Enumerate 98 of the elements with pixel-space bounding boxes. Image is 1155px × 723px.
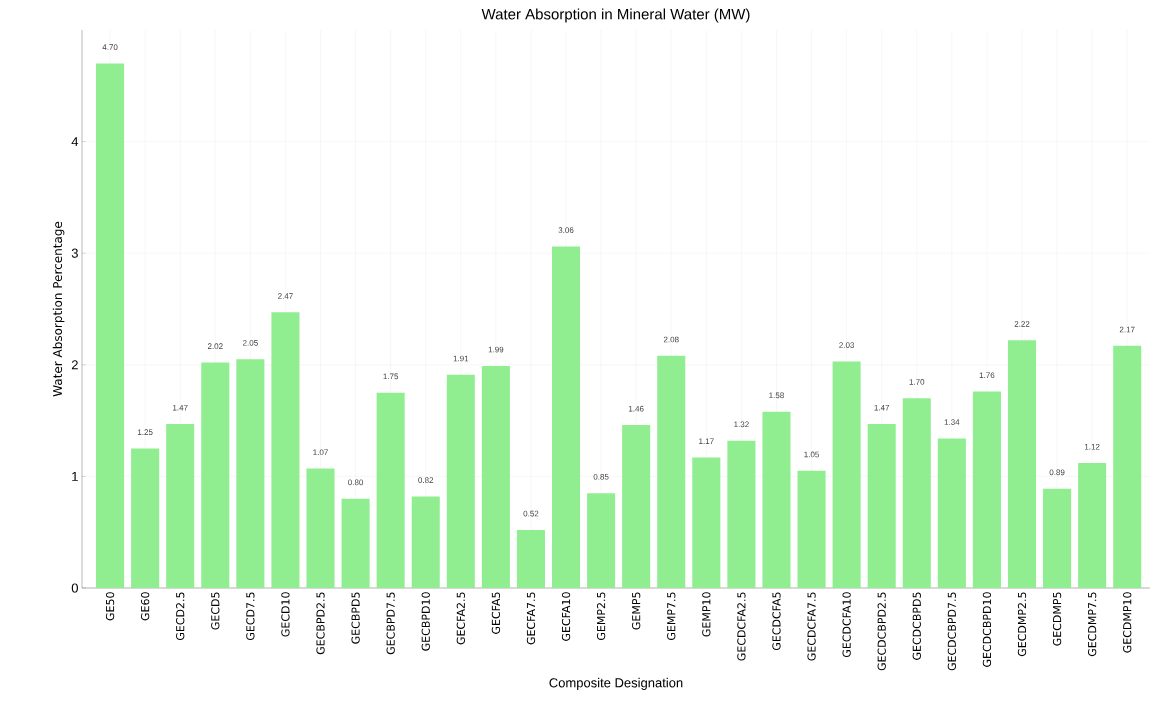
x-tick-label: GECBPD2.5 bbox=[316, 592, 325, 655]
x-tick-label: GE50 bbox=[105, 592, 115, 621]
bar bbox=[902, 398, 931, 588]
bar bbox=[1113, 345, 1142, 588]
x-tick-label: GEMP7.5 bbox=[667, 592, 676, 641]
data-label: 2.17 bbox=[1119, 326, 1135, 333]
x-tick-label: GECDCBPD10 bbox=[982, 592, 992, 667]
data-label: 1.07 bbox=[313, 449, 328, 456]
bar bbox=[376, 392, 405, 588]
bar bbox=[797, 470, 826, 588]
data-label: 1.91 bbox=[453, 355, 469, 362]
x-tick-label: GECD2.5 bbox=[176, 592, 185, 641]
x-tick-label: GECD7.5 bbox=[246, 592, 255, 641]
data-label: 1.58 bbox=[769, 392, 784, 399]
bar bbox=[166, 423, 195, 588]
data-label: 2.22 bbox=[1014, 321, 1030, 327]
x-tick-label: GECDMP7.5 bbox=[1087, 592, 1097, 657]
data-label: 1.75 bbox=[383, 373, 399, 380]
bar bbox=[622, 425, 651, 588]
y-tick-label: 1 bbox=[72, 471, 78, 481]
data-label: 1.17 bbox=[699, 438, 714, 444]
bar bbox=[1043, 488, 1072, 588]
data-label: 0.52 bbox=[523, 510, 539, 517]
bar bbox=[271, 312, 300, 588]
bar bbox=[552, 246, 581, 588]
data-label: 2.08 bbox=[663, 336, 679, 343]
x-tick-label: GECBPD7.5 bbox=[386, 592, 395, 655]
x-tick-label: GECDMP10 bbox=[1123, 592, 1132, 653]
x-tick-label: GECBPD10 bbox=[421, 592, 430, 651]
y-tick-label: 2 bbox=[71, 360, 78, 370]
x-tick-label: GECFA5 bbox=[491, 592, 501, 634]
x-tick-label: GECDMP2.5 bbox=[1017, 592, 1027, 657]
bar bbox=[692, 457, 721, 588]
data-label: 1.99 bbox=[488, 346, 504, 353]
data-label: 1.32 bbox=[734, 421, 749, 428]
data-label: 1.34 bbox=[944, 419, 960, 425]
bar bbox=[657, 355, 686, 588]
x-tick-label: GECDCBPD5 bbox=[912, 592, 921, 660]
bar bbox=[587, 493, 616, 588]
y-tick-label: 4 bbox=[71, 137, 79, 147]
y-tick-label: 3 bbox=[71, 248, 78, 258]
data-label: 0.89 bbox=[1049, 469, 1065, 476]
bar bbox=[1078, 463, 1107, 588]
data-label: 3.06 bbox=[558, 227, 574, 233]
bar bbox=[762, 411, 791, 588]
bar bbox=[727, 440, 756, 588]
bar bbox=[446, 374, 475, 588]
x-tick-label: GECDCFA7.5 bbox=[807, 592, 816, 661]
data-label: 1.05 bbox=[804, 451, 819, 458]
data-label: 1.12 bbox=[1084, 443, 1100, 450]
data-label: 1.76 bbox=[979, 372, 995, 379]
bar bbox=[516, 529, 545, 588]
x-axis-title: Composite Designation bbox=[549, 677, 683, 690]
bar bbox=[96, 63, 125, 588]
bar bbox=[236, 359, 265, 588]
data-label: 1.70 bbox=[909, 379, 925, 385]
bar bbox=[832, 361, 861, 588]
bar bbox=[1007, 340, 1037, 588]
bar bbox=[481, 365, 510, 588]
y-axis-title: Water Absorption Percentage bbox=[52, 221, 65, 397]
y-tick-label: 0 bbox=[71, 583, 78, 593]
data-label: 2.05 bbox=[242, 340, 258, 346]
data-label: 4.70 bbox=[102, 44, 118, 50]
x-tick-label: GE60 bbox=[140, 592, 150, 621]
bar bbox=[201, 362, 230, 588]
data-label: 1.46 bbox=[629, 405, 644, 412]
data-label: 0.80 bbox=[348, 479, 364, 486]
bar bbox=[306, 468, 335, 588]
x-tick-label: GECDCFA2.5 bbox=[737, 592, 746, 661]
data-label: 2.47 bbox=[278, 293, 293, 299]
bar bbox=[131, 448, 160, 588]
x-tick-label: GECFA10 bbox=[561, 592, 571, 641]
x-tick-label: GECDCBPD2.5 bbox=[877, 592, 886, 671]
x-tick-label: GECDMP5 bbox=[1052, 592, 1062, 646]
x-tick-label: GECDCFA10 bbox=[842, 592, 851, 658]
bar bbox=[937, 438, 966, 588]
x-tick-label: GECFA7.5 bbox=[526, 592, 536, 645]
x-tick-label: GEMP2.5 bbox=[596, 592, 606, 641]
x-tick-label: GECBPD5 bbox=[351, 592, 360, 644]
x-tick-label: GECFA2.5 bbox=[456, 592, 465, 645]
data-label: 2.02 bbox=[207, 343, 223, 350]
data-label: 1.47 bbox=[874, 404, 890, 411]
bar bbox=[341, 498, 370, 588]
data-label: 1.47 bbox=[173, 404, 188, 411]
x-tick-label: GECDCBPD7.5 bbox=[947, 592, 957, 671]
data-label: 0.82 bbox=[418, 477, 434, 483]
x-tick-label: GEMP10 bbox=[702, 592, 711, 637]
x-tick-label: GECDCFA5 bbox=[772, 592, 781, 651]
bar bbox=[972, 391, 1001, 588]
x-tick-label: GECD5 bbox=[211, 592, 220, 630]
bar bbox=[411, 496, 440, 588]
bar bbox=[867, 423, 896, 588]
data-label: 2.03 bbox=[839, 342, 855, 348]
data-label: 1.25 bbox=[137, 429, 153, 435]
x-tick-label: GEMP5 bbox=[632, 592, 641, 630]
data-label: 0.85 bbox=[593, 473, 609, 480]
chart-title: Water Absorption in Mineral Water (MW) bbox=[481, 8, 750, 23]
x-tick-label: GECD10 bbox=[281, 592, 290, 637]
